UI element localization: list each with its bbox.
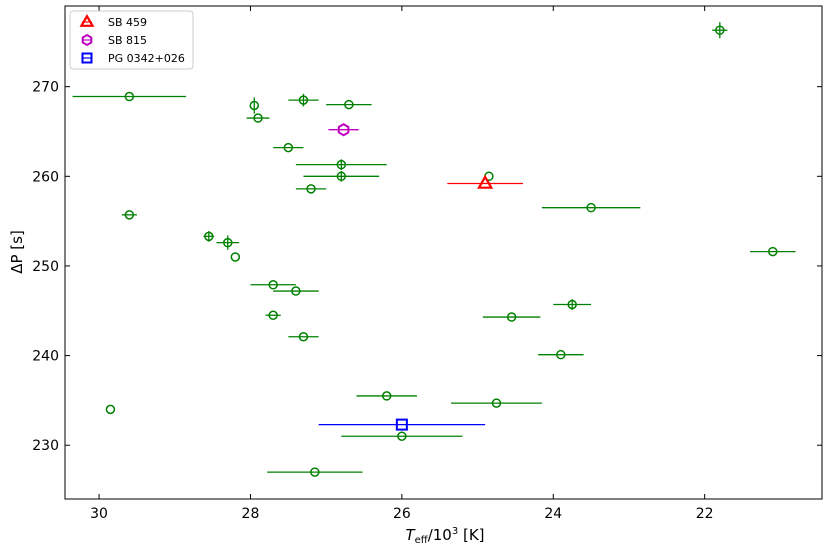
data-point (298, 332, 309, 342)
data-point (268, 310, 278, 320)
data-point (306, 184, 316, 194)
data-point (381, 391, 392, 401)
x-tick-label: 30 (90, 506, 108, 522)
x-axis-label-rest: /10 (428, 526, 452, 544)
legend-label: PG 0342+026 (108, 52, 185, 65)
legend-box (69, 10, 194, 70)
data-point (291, 286, 301, 296)
data-point (344, 99, 354, 110)
legend-marker (81, 33, 93, 47)
data-point (586, 202, 596, 213)
x-axis-label-sup: 3 (452, 526, 458, 537)
data-point (298, 95, 309, 105)
legend: SB 459 SB 815 PG 0342+026 (69, 10, 194, 70)
data-point (477, 174, 494, 189)
y-axis-label: ΔP [s] (8, 230, 26, 274)
data-point (230, 252, 241, 262)
data-point (336, 171, 347, 182)
x-tick-label: 22 (696, 506, 714, 522)
data-point (124, 210, 135, 220)
x-tick-label: 28 (242, 506, 260, 522)
data-point (768, 246, 778, 257)
data-markers (105, 25, 778, 477)
x-tick-label: 26 (393, 506, 411, 522)
x-axis-label: Teff/103 [K] (405, 526, 484, 546)
data-point (253, 113, 263, 123)
y-tick-label: 270 (32, 80, 59, 96)
x-axis-label-sub: eff (415, 535, 429, 546)
data-point (124, 91, 135, 102)
y-tick-label: 250 (32, 259, 59, 275)
data-point (310, 467, 320, 477)
axis-ticks: 30 28 26 24 22 230 240 250 260 270 (32, 6, 822, 522)
y-tick-label: 260 (32, 169, 59, 185)
data-point (715, 25, 725, 35)
data-point (556, 349, 566, 360)
x-axis-label-main: T (405, 526, 416, 544)
data-point (105, 404, 116, 415)
legend-label: SB 815 (108, 34, 147, 47)
y-tick-label: 230 (32, 438, 59, 454)
y-tick-label: 240 (32, 349, 59, 365)
x-axis-label-unit: [K] (458, 526, 484, 544)
data-point (491, 398, 502, 408)
data-point (337, 123, 350, 137)
data-point (268, 280, 278, 290)
data-point (567, 299, 577, 310)
data-point (336, 159, 347, 170)
data-point (397, 431, 407, 442)
plot-frame (64, 5, 823, 500)
plot-area (65, 6, 822, 499)
error-bars (72, 22, 796, 473)
x-tick-label: 24 (544, 506, 562, 522)
data-point (223, 237, 233, 248)
data-point (249, 100, 259, 111)
legend-label: SB 459 (108, 16, 147, 29)
data-point (506, 312, 517, 322)
legend-marker (79, 13, 95, 27)
data-point (395, 418, 408, 431)
data-point (283, 142, 294, 153)
data-point (204, 231, 214, 242)
